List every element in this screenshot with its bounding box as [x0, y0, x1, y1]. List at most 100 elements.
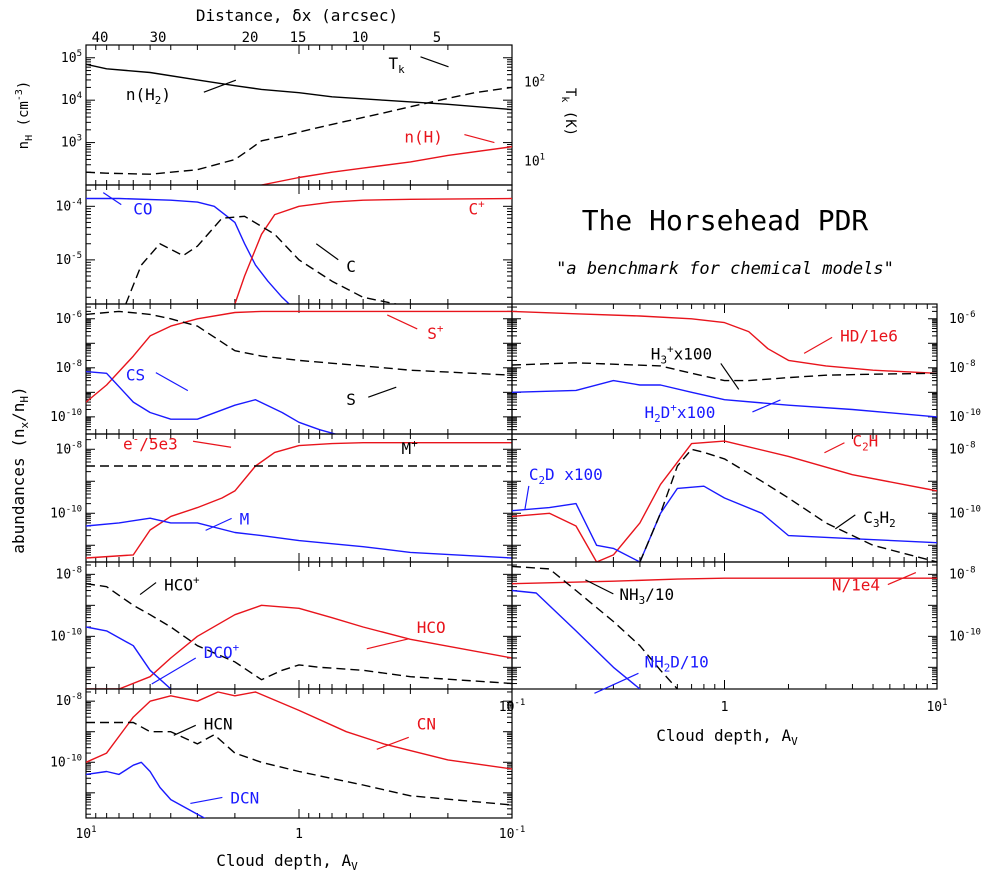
- series-label-hydrocarbons-2-part: 2: [889, 517, 896, 530]
- temperature-ylabel-sub: k: [559, 96, 570, 102]
- y-tick-label-base: 10: [56, 199, 72, 214]
- series-line-n-1e4: [512, 577, 937, 585]
- shared-ylabel-text: abundances (n: [9, 428, 28, 553]
- series-label-deuterated_h-2-part: H: [644, 403, 654, 422]
- series-label-electrons_metals-2: M: [240, 509, 250, 528]
- left-xlabel-text: Cloud depth, A: [216, 851, 351, 870]
- series-label-nitrogen_cn-2: DCN: [230, 788, 259, 807]
- series-label-deuterated_h-0: HD/1e6: [840, 326, 898, 345]
- right-y-tick-label-exp: -10: [965, 504, 981, 514]
- series-line-co: [86, 197, 291, 304]
- series-line-hcn: [86, 721, 512, 806]
- label-leader-line: [464, 134, 495, 144]
- series-label-hydrocarbons-2-part: 3: [873, 517, 880, 530]
- series-line-hco: [86, 604, 512, 689]
- y-tick-label-base: 10: [50, 410, 66, 425]
- density-ylabel-sub: H: [24, 135, 35, 141]
- right-y-tick-label-base: 10: [949, 629, 965, 644]
- y-tick-label-exp: 3: [77, 134, 82, 144]
- series-label-density_temperature-2-part: n(H): [404, 128, 443, 147]
- y-tick-label-exp: -10: [66, 753, 82, 763]
- density-ylabel: nH (cm-3): [14, 81, 35, 150]
- series-label-hydrocarbons-1: C2H: [852, 432, 878, 454]
- series-line-dco-: [86, 626, 172, 689]
- right-y-tick-label-exp: 2: [540, 74, 545, 84]
- right-y-tick-label-exp: -8: [965, 440, 976, 450]
- series-label-nitrogen_cn-1-part: HCN: [204, 714, 233, 733]
- y-tick-label: 10-10: [50, 408, 82, 425]
- series-label-nitrogen_hydrides-0-part: /10: [645, 585, 674, 604]
- x-tick-label-exp: -1: [514, 825, 525, 835]
- label-leader-line: [205, 517, 232, 531]
- series-label-carbon-0-part: CO: [133, 200, 152, 219]
- label-leader-line: [315, 243, 339, 261]
- series-label-carbon-0: CO: [133, 200, 152, 219]
- series-label-density_temperature-1-part: T: [389, 54, 399, 73]
- series-label-deuterated_h-1-part: 3: [660, 353, 667, 366]
- series-line-tk: [86, 86, 512, 175]
- series-line-m: [86, 517, 512, 559]
- x-tick-label: 10-1: [499, 825, 526, 842]
- series-label-deuterated_h-0-part: HD/1e6: [840, 326, 898, 345]
- y-tick-label-exp: -5: [71, 251, 82, 261]
- series-label-nitrogen_hydrides-2-part: NH: [644, 652, 663, 671]
- right-y-tick-label-base: 10: [949, 506, 965, 521]
- y-tick-label: 10-8: [56, 359, 83, 376]
- series-label-electrons_metals-1-part: +: [411, 437, 418, 450]
- series-label-hco-0: HCO+: [164, 574, 200, 595]
- series-label-electrons_metals-1: M+: [402, 437, 419, 458]
- right-y-tick-label-base: 10: [949, 567, 965, 582]
- right-y-tick-label: 10-6: [949, 310, 976, 327]
- series-label-deuterated_h-1: H3+x100: [651, 342, 712, 366]
- series-label-hydrocarbons-1-part: C: [852, 432, 862, 451]
- shared-ylabel-sub1: x: [18, 421, 31, 428]
- y-tick-label: 103: [61, 134, 82, 151]
- y-tick-label-base: 10: [50, 629, 66, 644]
- y-tick-label: 10-10: [50, 753, 82, 770]
- label-leader-line: [594, 672, 639, 694]
- y-tick-label-base: 10: [61, 136, 77, 151]
- label-leader-line: [824, 442, 845, 454]
- series-line-c3h2: [639, 448, 937, 562]
- y-tick-label: 10-8: [56, 565, 83, 582]
- y-tick-label-exp: -10: [66, 504, 82, 514]
- right-y-tick-label-base: 10: [949, 442, 965, 457]
- y-tick-label-exp: -8: [71, 359, 82, 369]
- label-leader-line: [834, 514, 856, 530]
- series-label-sulfur-0-part: S: [427, 324, 437, 343]
- series-label-deuterated_h-2-part: D: [661, 403, 671, 422]
- series-label-hco-2-part: +: [233, 641, 240, 654]
- series-label-hco-2-part: DCO: [204, 643, 233, 662]
- label-leader-line: [585, 579, 614, 595]
- series-label-nitrogen_hydrides-2: NH2D/10: [644, 652, 708, 674]
- x-tick-label-base: 10: [75, 827, 91, 842]
- panel-frame: [85, 303, 513, 435]
- series-label-sulfur-0: S+: [427, 322, 444, 343]
- y-tick-label-base: 10: [56, 442, 72, 457]
- figure-title: The Horsehead PDR: [582, 204, 869, 237]
- label-leader-line: [420, 56, 449, 68]
- x-tick-label: 101: [75, 825, 96, 842]
- series-label-deuterated_h-1-part: H: [651, 344, 661, 363]
- series-label-deuterated_h-2-part: 2: [654, 412, 661, 425]
- series-label-hydrocarbons-1-part: H: [869, 432, 879, 451]
- series-line-nh3-10: [512, 565, 678, 689]
- series-line-c: [125, 215, 397, 304]
- series-line-c2h: [512, 440, 937, 562]
- series-label-deuterated_h-2-part: x100: [677, 403, 716, 422]
- y-tick-label-base: 10: [61, 93, 77, 108]
- label-leader-line: [386, 314, 418, 330]
- right-y-tick-label: 10-10: [949, 504, 981, 521]
- series-label-electrons_metals-0-part: e: [123, 434, 133, 453]
- x-tick-label-base: 10: [499, 827, 515, 842]
- left-xlabel: Cloud depth, AV: [216, 851, 358, 873]
- right-y-tick-label: 101: [524, 152, 545, 169]
- label-leader-line: [720, 363, 740, 390]
- shared-ylabel-sub2: H: [18, 396, 31, 403]
- series-label-carbon-2-part: C: [346, 257, 356, 276]
- series-label-nitrogen_cn-1: HCN: [204, 714, 233, 733]
- y-tick-label: 10-10: [50, 504, 82, 521]
